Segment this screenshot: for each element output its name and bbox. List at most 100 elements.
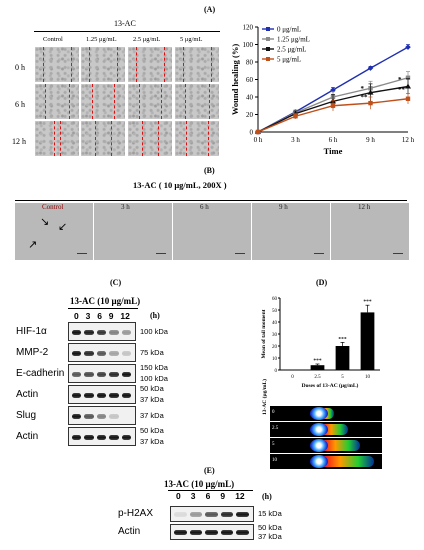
blot-band [84, 371, 94, 377]
kda-marker: 50 kDa [140, 384, 164, 393]
data-point [368, 100, 373, 106]
blot-strip [68, 343, 136, 362]
scratch-image-r2-c1 [81, 121, 125, 156]
comet-head [310, 407, 328, 420]
blot-band [121, 329, 131, 335]
blot-band [72, 434, 82, 440]
significance-mark: ** [398, 86, 406, 94]
wound-edge-line [111, 121, 112, 156]
data-point [367, 65, 374, 71]
blot-band [121, 434, 131, 440]
panel-b-label: (B) [204, 166, 215, 175]
wound-edge-line [45, 84, 46, 119]
blot-band [84, 413, 94, 419]
x-tick-label: 0 h [254, 136, 263, 144]
blot-band [72, 329, 82, 335]
legend-marker [266, 47, 270, 51]
blot-band [72, 371, 82, 377]
migration-image-2 [173, 203, 251, 260]
blot-band [174, 512, 187, 517]
panel-a-row-0: 0 h [15, 63, 25, 72]
x-tick-label: 6 h [329, 136, 338, 144]
migration-image-1 [94, 203, 172, 260]
blot-band [84, 392, 94, 398]
kda-marker: 150 kDa [140, 363, 168, 372]
bar-label: *** [363, 299, 372, 305]
blot-band [189, 530, 203, 535]
wound-edge-line [186, 121, 187, 156]
y-tick-label: 120 [243, 24, 254, 32]
comet-tail [322, 456, 374, 467]
panel-b-col-4: 12 h [358, 203, 371, 211]
legend-label: 2.5 μg/mL [277, 46, 306, 54]
y-tick-label: 40 [272, 321, 278, 326]
y-axis-label: Wound healing (%) [230, 44, 240, 115]
comet-ylabel: 13-AC (μg/mL) [262, 379, 268, 415]
cell-arrow-icon: ↘ [40, 215, 50, 228]
data-point [405, 75, 411, 80]
data-point [405, 44, 411, 50]
x-tick-label: 0 [291, 375, 294, 380]
significance-mark: * [361, 85, 365, 93]
comet-tail [322, 440, 360, 451]
scratch-image-r2-c3 [175, 121, 219, 156]
wound-edge-line [89, 47, 90, 82]
timepoint-label: 12 [235, 491, 245, 501]
wound-edge-line [183, 47, 184, 82]
panel-e-treatment: 13-AC (10 μg/mL) [164, 479, 235, 489]
panel-a-header-line [34, 31, 220, 32]
migration-image-4 [331, 203, 409, 260]
bar [335, 346, 350, 370]
timepoint-label: 9 [108, 311, 114, 321]
scale-bar [393, 253, 403, 254]
significance-mark: ** [361, 94, 369, 102]
comet-head [310, 423, 328, 436]
bar-label: *** [338, 336, 347, 342]
kda-marker: 50 kDa [258, 523, 282, 532]
x-tick-label: 3 h [291, 136, 300, 144]
legend-label: 0 μg/mL [277, 26, 301, 34]
scratch-image-r0-c1 [81, 47, 125, 82]
data-point [293, 114, 298, 119]
panel-a-col-3: 5 μg/mL [180, 36, 203, 43]
migration-image-0 [15, 203, 93, 260]
comet-tail [322, 408, 334, 419]
wound-edge-line [139, 84, 140, 119]
y-tick-label: 60 [246, 76, 254, 84]
data-point [255, 129, 261, 135]
blot-band [96, 434, 107, 440]
panel-a-row-2: 12 h [12, 137, 26, 146]
legend-label: 5 μg/mL [277, 56, 301, 64]
wound-edge-line [158, 121, 159, 156]
comet-tail [322, 424, 348, 435]
blot-protein-label: HIF-1α [16, 325, 47, 337]
blot-strip [170, 524, 254, 540]
blot-band [174, 530, 187, 535]
bar-label: *** [313, 358, 322, 364]
kda-marker: 37 kDa [258, 532, 282, 541]
migration-image-3 [252, 203, 330, 260]
data-point [330, 103, 336, 108]
scratch-image-r1-c2 [128, 84, 172, 119]
panel-e-header-line [168, 490, 253, 491]
timepoint-label: 3 [85, 311, 91, 321]
blot-band [72, 392, 82, 398]
wound-edge-line [136, 47, 137, 82]
kda-marker: 100 kDa [140, 326, 168, 336]
wound-edge-line [71, 47, 72, 82]
blot-band [205, 512, 218, 517]
wound-edge-line [142, 121, 143, 156]
blot-strip [68, 427, 136, 446]
scratch-image-r0-c3 [175, 47, 219, 82]
timepoint-label: 0 [176, 491, 181, 501]
y-tick-label: 80 [246, 59, 254, 67]
kda-marker: 15 kDa [258, 509, 282, 518]
blot-protein-label: Actin [16, 388, 39, 400]
panel-a-row-1: 6 h [15, 100, 25, 109]
blot-band [109, 350, 119, 356]
legend-marker [266, 37, 270, 41]
wound-edge-line [69, 84, 70, 119]
blot-band [220, 512, 234, 517]
cell-arrow-icon: ↙ [58, 220, 68, 233]
legend-label: 1.25 μg/mL [277, 36, 310, 44]
